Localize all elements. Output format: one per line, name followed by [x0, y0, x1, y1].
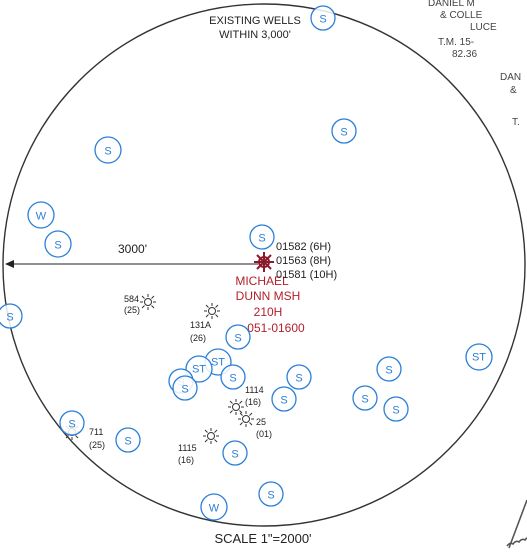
- map-title-line-2: WITHIN 3,000': [219, 29, 291, 41]
- svg-text:S: S: [6, 311, 13, 323]
- spring-icon: S: [271, 386, 297, 412]
- permit-label-3: 01581 (10H): [276, 269, 337, 281]
- gas-well-id: 1115: [178, 443, 197, 453]
- spring-icon: S: [220, 364, 246, 390]
- svg-text:S: S: [104, 145, 111, 157]
- corner-text-4: T.M. 15-: [438, 37, 474, 48]
- chain-border-decoration: [506, 499, 527, 549]
- gas-well-id: 25: [256, 417, 266, 427]
- subject-well-line-4: 051-01600: [247, 321, 305, 335]
- svg-text:S: S: [361, 393, 368, 405]
- corner-text-1: DANIEL M: [428, 0, 475, 9]
- spring-icon: S: [258, 481, 284, 507]
- spring-icon: S: [310, 5, 336, 31]
- svg-text:ST: ST: [192, 364, 206, 376]
- svg-text:S: S: [231, 448, 238, 460]
- gas-well-id: 711: [89, 427, 103, 437]
- subject-well-line-3: 210H: [254, 305, 283, 319]
- subject-well-line-1: MICHAEL: [235, 274, 289, 288]
- stock-tank-icon: ST: [465, 343, 493, 371]
- scale-label: SCALE 1"=2000': [214, 531, 311, 546]
- svg-text:S: S: [295, 372, 302, 384]
- spring-icon: S: [94, 136, 122, 164]
- svg-text:S: S: [229, 372, 236, 384]
- svg-text:W: W: [209, 502, 220, 514]
- subject-well-line-2: DUNN MSH: [236, 289, 301, 303]
- map-title-line-1: EXISTING WELLS: [209, 15, 301, 27]
- subject-well-star-icon: [254, 252, 274, 272]
- svg-text:S: S: [54, 239, 61, 251]
- spring-icon: S: [286, 364, 312, 390]
- gas-well-sub: (25): [124, 305, 140, 315]
- spring-icon: S: [59, 410, 85, 436]
- svg-text:S: S: [181, 383, 188, 395]
- corner-text-3: LUCE: [470, 22, 497, 33]
- svg-text:W: W: [36, 210, 47, 222]
- spring-icon: S: [331, 118, 357, 144]
- gas-well-id: 584: [124, 294, 139, 304]
- svg-text:S: S: [68, 418, 75, 430]
- spring-icon: S: [115, 427, 141, 453]
- corner-text-6: DAN: [500, 72, 521, 83]
- gas-well-id: 1114: [245, 385, 264, 395]
- svg-text:S: S: [280, 394, 287, 406]
- permit-label-1: 01582 (6H): [276, 241, 331, 253]
- corner-text-2: & COLLE: [440, 10, 483, 21]
- corner-text-7: &: [510, 85, 517, 96]
- gas-well-sub: (16): [178, 455, 194, 465]
- radius-arrowhead: [5, 260, 14, 268]
- svg-text:S: S: [385, 364, 392, 376]
- spring-icon: S: [222, 440, 248, 466]
- corner-text-8: T.: [512, 117, 520, 128]
- gas-well-sub: (25): [89, 440, 105, 450]
- svg-text:S: S: [124, 435, 131, 447]
- radius-circle: [2, 3, 526, 527]
- spring-icon: S: [383, 396, 409, 422]
- svg-text:S: S: [340, 126, 347, 138]
- svg-text:S: S: [258, 232, 265, 244]
- gas-well-sub: (16): [245, 397, 261, 407]
- water-well-icon: W: [27, 201, 55, 229]
- gas-well-icon: [228, 399, 244, 415]
- radius-label: 3000': [118, 242, 147, 256]
- svg-text:ST: ST: [211, 357, 225, 369]
- svg-text:S: S: [234, 332, 241, 344]
- spring-icon: S: [352, 385, 378, 411]
- spring-icon: S: [0, 303, 23, 329]
- svg-text:S: S: [392, 404, 399, 416]
- gas-well-sub: (01): [256, 429, 272, 439]
- svg-text:S: S: [319, 13, 326, 25]
- corner-text-5: 82.36: [452, 49, 477, 60]
- gas-well-icon: [204, 303, 220, 319]
- water-features-group: SSSWSSSSSTSTSSSSSSTSSSSSSSW: [0, 5, 493, 521]
- gas-well-sub: (26): [190, 333, 206, 343]
- gas-well-icon: [140, 294, 156, 310]
- spring-icon: S: [225, 324, 251, 350]
- spring-icon: S: [249, 224, 275, 250]
- water-well-icon: W: [200, 493, 228, 521]
- svg-text:ST: ST: [472, 352, 486, 364]
- permit-label-2: 01563 (8H): [276, 255, 331, 267]
- gas-well-icon: [238, 411, 254, 427]
- gas-well-icon: [203, 428, 219, 444]
- svg-text:S: S: [267, 489, 274, 501]
- spring-icon: S: [172, 375, 198, 401]
- spring-icon: S: [44, 230, 72, 258]
- stock-tank-icon: ST: [185, 355, 213, 383]
- spring-icon: S: [376, 356, 402, 382]
- gas-well-id: 131A: [190, 320, 211, 330]
